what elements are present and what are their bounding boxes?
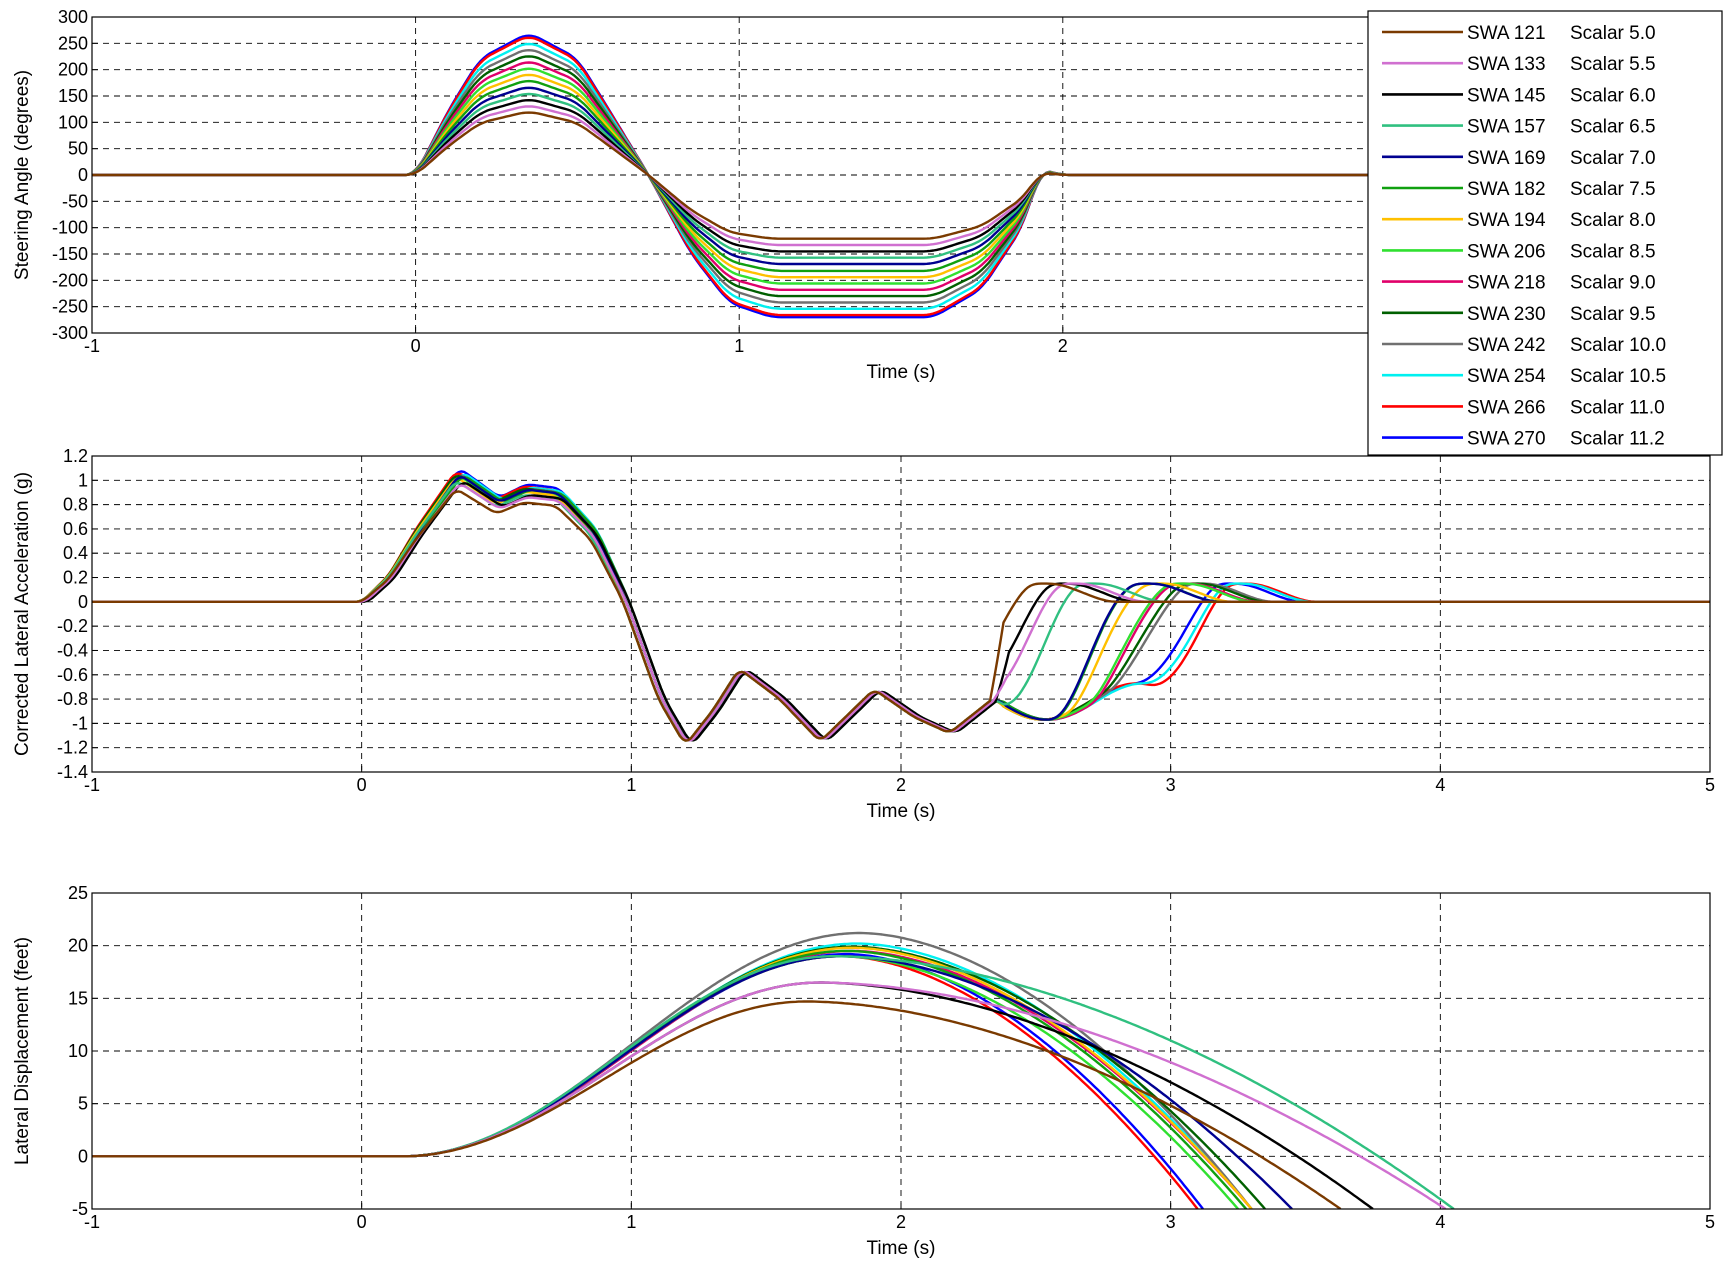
series-line-1 — [92, 490, 1710, 742]
x-tick-label: 2 — [896, 775, 906, 795]
x-tick-label: 5 — [1705, 1212, 1715, 1232]
legend-swa: SWA 206 — [1467, 241, 1546, 262]
x-tick-label: 0 — [357, 775, 367, 795]
y-tick-label: 1.2 — [63, 446, 88, 466]
legend-swa: SWA 145 — [1467, 85, 1546, 106]
y-tick-label: 0 — [78, 165, 88, 185]
y-tick-label: 150 — [58, 86, 88, 106]
y-tick-label: -100 — [52, 218, 88, 238]
y-tick-label: -150 — [52, 244, 88, 264]
series-line-1 — [92, 1000, 1342, 1209]
x-axis-label: Time (s) — [867, 362, 936, 383]
legend-scalar: Scalar 7.5 — [1570, 179, 1656, 200]
legend-scalar: Scalar 7.0 — [1570, 148, 1656, 169]
y-tick-label: 10 — [68, 1041, 88, 1061]
plot-frame — [91, 455, 1711, 773]
legend-scalar: Scalar 5.5 — [1570, 54, 1656, 75]
x-tick-label: 3 — [1166, 1212, 1176, 1232]
y-tick-label: 15 — [68, 988, 88, 1008]
y-tick-label: -5 — [72, 1199, 88, 1219]
y-tick-label: 25 — [68, 883, 88, 903]
y-tick-label: -300 — [52, 323, 88, 343]
x-tick-label: 1 — [626, 775, 636, 795]
y-tick-label: -50 — [62, 191, 88, 211]
legend-scalar: Scalar 11.0 — [1570, 397, 1665, 418]
y-tick-label: -0.6 — [57, 665, 88, 685]
x-tick-label: -1 — [84, 775, 100, 795]
y-tick-label: 0.8 — [63, 495, 88, 515]
y-tick-label: -0.4 — [57, 640, 88, 660]
legend-scalar: Scalar 8.5 — [1570, 241, 1656, 262]
legend-swa: SWA 133 — [1467, 54, 1546, 75]
legend-swa: SWA 230 — [1467, 304, 1546, 325]
x-tick-label: 2 — [896, 1212, 906, 1232]
y-tick-label: 20 — [68, 936, 88, 956]
y-tick-label: 0.2 — [63, 568, 88, 588]
legend-swa: SWA 242 — [1467, 335, 1546, 356]
x-tick-label: 3 — [1166, 775, 1176, 795]
legend-swa: SWA 157 — [1467, 117, 1546, 138]
y-tick-label: 50 — [68, 139, 88, 159]
x-tick-label: 5 — [1705, 775, 1715, 795]
y-axis-label: Corrected Lateral Acceleration (g) — [12, 472, 33, 756]
y-tick-label: 300 — [58, 7, 88, 27]
y-tick-label: 100 — [58, 112, 88, 132]
y-tick-label: 200 — [58, 60, 88, 80]
legend-swa: SWA 121 — [1467, 23, 1546, 44]
legend-swa: SWA 169 — [1467, 148, 1546, 169]
lateral-displacement-plot: -1 0 1 2 3 4 5 25 20 15 10 5 0 -5 Time (s) Lateral Disp… — [12, 883, 1715, 1259]
x-tick-label: -1 — [84, 336, 100, 356]
y-tick-label: 0.4 — [63, 543, 88, 563]
legend-scalar: Scalar 8.0 — [1570, 210, 1656, 231]
legend-scalar: Scalar 10.0 — [1570, 335, 1666, 356]
legend-box — [1367, 10, 1723, 456]
y-tick-label: 1 — [78, 470, 88, 490]
legend-scalar: Scalar 9.0 — [1570, 273, 1656, 294]
legend-scalar: Scalar 11.2 — [1570, 429, 1665, 450]
y-tick-label: -200 — [52, 270, 88, 290]
y-tick-label: 0 — [78, 592, 88, 612]
x-tick-label: 1 — [626, 1212, 636, 1232]
x-tick-label: 4 — [1435, 775, 1445, 795]
x-tick-label: 4 — [1435, 1212, 1445, 1232]
x-axis-label: Time (s) — [867, 1238, 936, 1259]
y-tick-label: -1 — [72, 713, 88, 733]
legend-swa: SWA 218 — [1467, 273, 1546, 294]
lateral-acceleration-plot: -1 0 1 2 3 4 5 1.2 1 0.8 0.6 0.4 0.2 0 -0.2 -0.4 -0.6 -0.… — [12, 446, 1715, 822]
y-tick-label: -1.2 — [57, 738, 88, 758]
y-tick-label: -0.2 — [57, 616, 88, 636]
x-tick-label: 0 — [357, 1212, 367, 1232]
y-tick-label: -1.4 — [57, 762, 88, 782]
legend: SWA 121 Scalar 5.0 SWA 133 Scalar 5.5 SWA 14… — [1367, 10, 1723, 456]
x-tick-label: -1 — [84, 1212, 100, 1232]
legend-swa: SWA 194 — [1467, 210, 1546, 231]
legend-scalar: Scalar 10.5 — [1570, 366, 1666, 387]
legend-swa: SWA 182 — [1467, 179, 1546, 200]
x-axis-label: Time (s) — [867, 801, 936, 822]
x-tick-label: 0 — [411, 336, 421, 356]
y-tick-label: 5 — [78, 1094, 88, 1114]
legend-swa: SWA 270 — [1467, 429, 1546, 450]
x-tick-label: 2 — [1058, 336, 1068, 356]
legend-swa: SWA 254 — [1467, 366, 1546, 387]
y-tick-label: -250 — [52, 297, 88, 317]
legend-scalar: Scalar 6.0 — [1570, 85, 1656, 106]
plot-frame — [91, 892, 1711, 1210]
y-tick-label: -0.8 — [57, 689, 88, 709]
y-axis-label: Steering Angle (degrees) — [12, 70, 33, 280]
y-axis-label: Lateral Displacement (feet) — [12, 937, 33, 1165]
legend-swa: SWA 266 — [1467, 397, 1546, 418]
y-tick-label: 0.6 — [63, 519, 88, 539]
legend-scalar: Scalar 9.5 — [1570, 304, 1656, 325]
legend-scalar: Scalar 5.0 — [1570, 23, 1656, 44]
y-tick-label: 0 — [78, 1146, 88, 1166]
y-tick-label: 250 — [58, 33, 88, 53]
x-tick-label: 1 — [734, 336, 744, 356]
legend-scalar: Scalar 6.5 — [1570, 117, 1656, 138]
